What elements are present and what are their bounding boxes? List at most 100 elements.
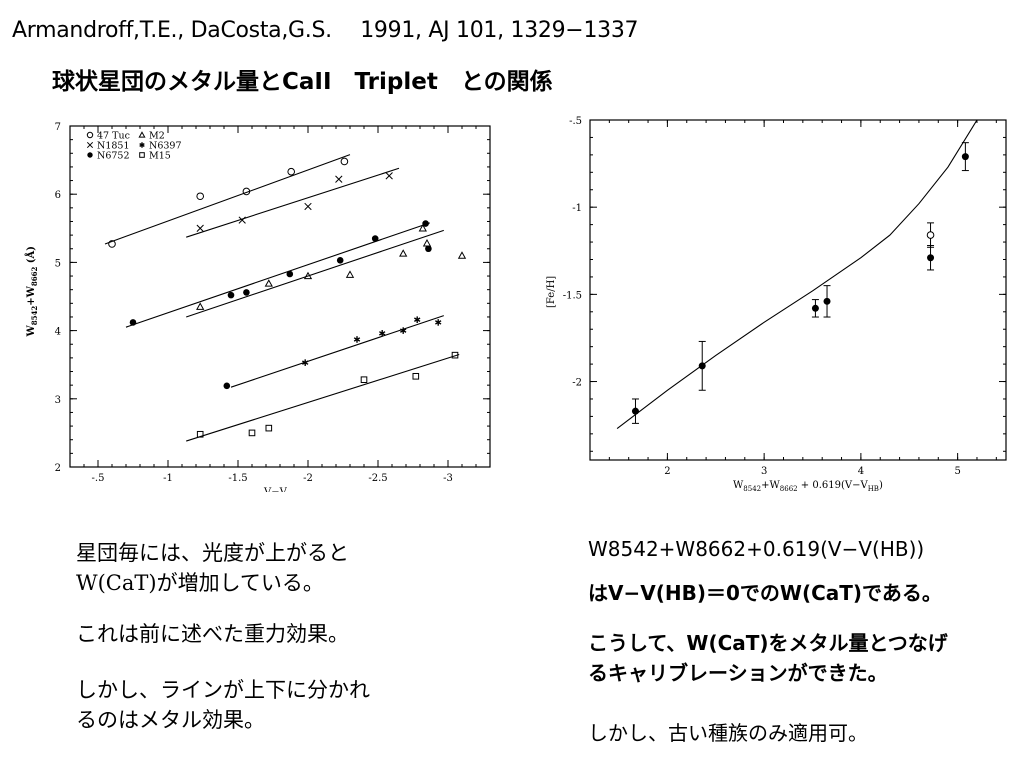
data-point (335, 175, 343, 183)
paper-reference: Armandroff,T.E., DaCosta,G.S. 1991, AJ 1… (12, 18, 639, 43)
data-point (303, 271, 313, 280)
legend-label: M15 (149, 151, 171, 162)
x-tick-label: -.5 (92, 473, 105, 484)
data-point (129, 319, 137, 326)
x-tick-label: -1 (163, 473, 173, 484)
x-tick-label: 5 (954, 466, 960, 477)
legend-label: M2 (149, 131, 165, 142)
left-note-3: しかし、ラインが上下に分かれ るのはメタル効果。 (76, 678, 370, 732)
data-point (422, 220, 429, 227)
data-point (399, 327, 407, 334)
data-point (196, 192, 204, 201)
right-note-1: W8542+W8662+0.619(V−V(HB)) はV−V(HB)＝0でのW… (588, 537, 942, 605)
right-note-2: こうして、W(CaT)をメタル量とつなげ るキャリブレーションができた。 (588, 631, 948, 685)
x-tick-label: -1.5 (228, 473, 247, 484)
data-point (451, 351, 459, 359)
legend-marker (87, 152, 93, 158)
legend-label: N6397 (149, 141, 182, 152)
data-point (385, 172, 393, 180)
y-tick-label: -1.5 (563, 290, 582, 301)
data-point (243, 289, 250, 296)
data-point (227, 291, 235, 299)
data-point (248, 429, 256, 437)
data-point (336, 257, 344, 264)
slide-title: 球状星団のメタル量とCaII Triplet との関係 (52, 69, 553, 95)
data-point (926, 231, 935, 239)
legend-marker (138, 131, 146, 138)
y-tick-label: 4 (55, 327, 61, 338)
legend-marker (139, 152, 145, 158)
y-axis-label: [Fe/H] (546, 276, 557, 308)
left-note-1: 星団毎には、光度が上がると W(CaT)が増加している。 (76, 541, 349, 595)
data-point (425, 245, 432, 253)
fit-curve (616, 120, 978, 430)
right-chart: 2 3 4 5 -.5 -1 -1.5 -2 W8542+W8662 + 0.619(V−VHB… (546, 116, 1007, 493)
data-point (304, 202, 312, 211)
y-axis-label: W8542+W8662 (Å) (25, 246, 39, 338)
x-tick-label: -2.5 (368, 473, 387, 484)
data-point (811, 304, 819, 312)
x-axis-label: V−VHB (263, 487, 298, 492)
y-tick-label: 5 (55, 258, 61, 269)
left-chart: -.5 -1 -1.5 -2 -2.5 -3 2 3 4 5 6 7 V−VHB W8542+W8662 … (25, 122, 491, 492)
data-point (434, 319, 442, 326)
data-point (223, 382, 231, 390)
data-point (108, 240, 116, 248)
plot-frame (589, 119, 1007, 461)
y-tick-label: 7 (55, 122, 61, 133)
x-tick-label: 2 (664, 466, 670, 477)
data-point (418, 223, 427, 232)
data-point (242, 187, 251, 196)
fit-line (186, 353, 460, 442)
data-point (264, 279, 273, 287)
data-point (378, 330, 386, 337)
data-point (301, 359, 309, 366)
fit-line (186, 229, 444, 318)
data-point (238, 216, 246, 224)
data-point (631, 407, 639, 415)
y-tick-label: -2 (572, 378, 582, 389)
y-tick-label: -.5 (569, 116, 582, 127)
plot-frame (69, 125, 491, 468)
x-tick-label: -2 (303, 473, 313, 484)
fit-line (230, 315, 444, 388)
data-point (399, 249, 408, 257)
data-point (196, 302, 205, 310)
data-point (422, 238, 432, 247)
fit-line (104, 154, 351, 245)
legend-label: 47 Tuc (97, 131, 130, 142)
data-point (286, 270, 294, 278)
x-tick-label: 3 (761, 466, 767, 477)
data-point (457, 251, 467, 259)
legend-label: N1851 (97, 141, 130, 152)
data-point (196, 224, 204, 232)
data-point (927, 254, 935, 262)
legend-marker (139, 142, 145, 148)
data-point (961, 153, 969, 161)
data-point (265, 424, 273, 432)
data-point (360, 376, 368, 384)
y-tick-label: -1 (572, 203, 582, 214)
y-tick-label: 3 (55, 395, 61, 406)
legend-label: N6752 (97, 151, 130, 162)
data-point (413, 316, 421, 323)
x-tick-label: -3 (443, 473, 453, 484)
x-axis-label: W8542+W8662 + 0.619(V−VHB) (733, 480, 883, 493)
y-tick-label: 6 (55, 190, 61, 201)
y-tick-label: 2 (55, 463, 61, 474)
legend-marker (86, 141, 94, 149)
fit-line (125, 222, 430, 328)
data-point (371, 235, 379, 242)
right-note-3: しかし、古い種族のみ適用可。 (588, 721, 868, 745)
legend-marker (86, 131, 94, 139)
x-tick-label: 4 (858, 466, 864, 477)
data-point (698, 362, 706, 370)
data-point (353, 336, 361, 343)
data-point (412, 372, 420, 380)
data-point (345, 270, 355, 278)
fit-line (186, 167, 400, 238)
data-point (823, 297, 831, 305)
data-point (196, 430, 204, 438)
data-point (287, 167, 296, 176)
left-note-2: これは前に述べた重力効果。 (76, 622, 349, 646)
